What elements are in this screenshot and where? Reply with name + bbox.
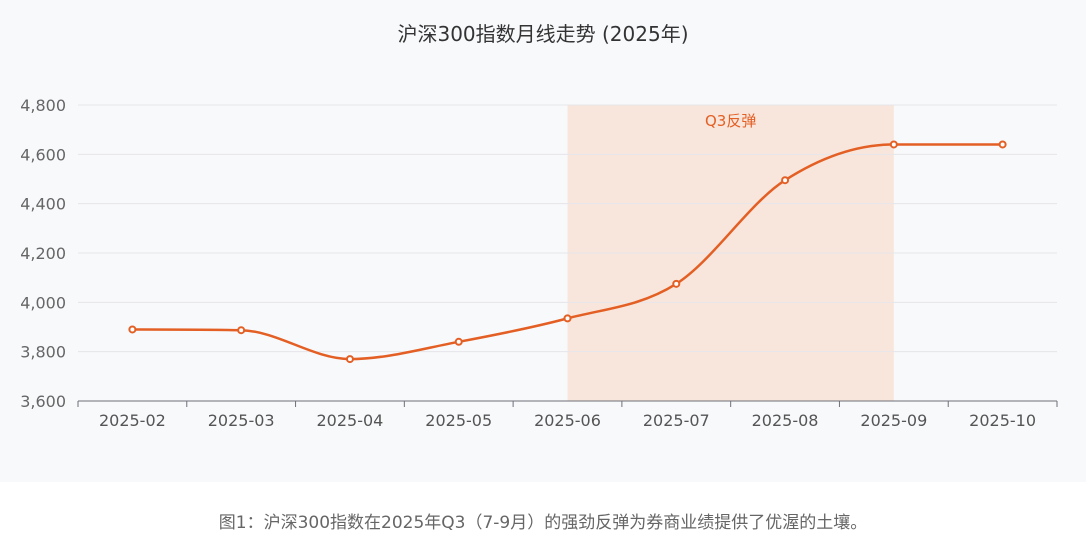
y-tick-label: 3,600 [20,392,66,411]
data-point [998,140,1007,149]
y-tick-label: 4,200 [20,244,66,263]
data-point [345,355,354,364]
axes: 3,600 3,800 4,000 4,200 4,400 4,600 4,800 2025-… [20,96,1058,430]
chart-title: 沪深300指数月线走势 (2025年) [397,22,689,46]
figure-caption: 图1：沪深300指数在2025年Q3（7-9月）的强劲反弹为券商业绩提供了优渥的… [218,513,868,533]
x-tick-label: 2025-05 [425,411,492,430]
x-tick-label: 2025-07 [643,411,710,430]
y-tick-label: 4,800 [20,96,66,115]
y-tick-label: 4,600 [20,145,66,164]
y-tick-label: 4,000 [20,293,66,312]
x-tick-label: 2025-08 [752,411,819,430]
x-tick-label: 2025-10 [969,411,1036,430]
data-points [128,140,1007,364]
data-point [672,279,681,288]
chart-panel: 沪深300指数月线走势 (2025年) Q3反弹 3,600 3,800 4,000… [20,22,1058,430]
x-tick-label: 2025-06 [534,411,601,430]
y-tick-label: 4,400 [20,195,66,214]
gridlines [78,104,1057,353]
highlight-band-label: Q3反弹 [705,112,756,130]
data-point [454,337,463,346]
y-tick-label: 3,800 [20,343,66,362]
x-tick-label: 2025-02 [99,411,166,430]
data-point [237,326,246,335]
data-point [889,140,898,149]
x-tick-label: 2025-03 [208,411,275,430]
data-point [128,325,137,334]
data-point [563,314,572,323]
x-tick-label: 2025-09 [860,411,927,430]
data-point [781,176,790,185]
x-tick-label: 2025-04 [317,411,384,430]
line-chart: Q3反弹 3,600 3,800 4,000 4,200 4,400 4,600 4,800… [20,96,1058,430]
